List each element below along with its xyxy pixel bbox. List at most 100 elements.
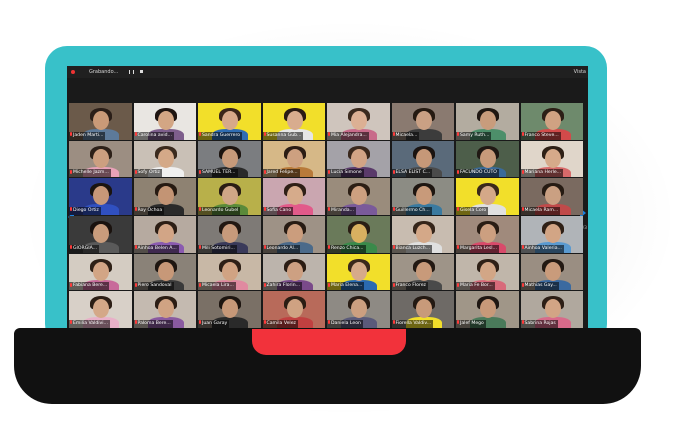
mic-muted-icon	[392, 169, 395, 174]
participant-tile[interactable]: Samy Ruth...	[456, 103, 519, 140]
participant-tile[interactable]: Michelle Jazm...	[69, 140, 132, 178]
stop-icon[interactable]	[140, 70, 143, 73]
participant-name: Emilia Valdivi...	[73, 320, 108, 326]
participant-video	[480, 186, 496, 206]
mic-muted-icon	[263, 207, 266, 212]
participant-tile[interactable]: Mathias Gay...	[520, 253, 583, 291]
participant-name-label: Jaden Marti...	[69, 131, 106, 140]
participant-tile[interactable]: Renzo Chica...	[327, 216, 390, 253]
participant-tile[interactable]: Paloma Bere...	[133, 291, 196, 328]
participant-name: Paloma Bere...	[137, 320, 171, 326]
participant-tile[interactable]: ELSA ELIST C...	[391, 140, 454, 178]
participant-video	[93, 261, 109, 281]
participant-tile[interactable]: Guillermo Ch...	[391, 178, 454, 215]
participant-name-label: Daniela Leon	[327, 319, 363, 328]
participant-name: SAMUEL TER...	[202, 170, 236, 176]
next-page-icon[interactable]	[580, 208, 586, 218]
participant-tile[interactable]: Leonardo Gubel	[198, 178, 261, 215]
participant-tile[interactable]: Miranda...	[327, 178, 390, 215]
participant-name: Jared Felipe...	[266, 170, 298, 176]
participant-name: Camila Velez	[266, 320, 296, 326]
participant-video	[415, 186, 432, 206]
mic-muted-icon	[199, 282, 201, 287]
participant-tile[interactable]: Juan Garay	[198, 291, 261, 328]
participant-tile[interactable]: Daniela Leon	[327, 291, 390, 328]
participant-tile[interactable]: Ainhoa Valeria...	[520, 216, 583, 253]
participant-tile[interactable]: Micaela...	[391, 103, 454, 140]
participant-name-label: Samy Ruth...	[456, 131, 492, 140]
participant-video	[286, 224, 303, 244]
participant-name: Miranda...	[331, 207, 354, 213]
participant-name-label: Leonardo Gubel	[198, 206, 241, 215]
participant-name-label: Maria Fe Bor...	[456, 282, 495, 291]
participant-tile[interactable]: Emilia Valdivi...	[69, 291, 132, 328]
participant-tile[interactable]: Mia Alejandra...	[327, 103, 390, 140]
participant-tile[interactable]: Maria Elena...	[327, 253, 390, 291]
participant-tile[interactable]: Susanna Gub...	[262, 103, 325, 140]
mic-muted-icon	[392, 132, 395, 136]
participant-video	[93, 224, 109, 244]
participant-name: Samy Ruth...	[460, 132, 490, 138]
participant-tile[interactable]: Sandra Guerrero	[198, 103, 261, 140]
participant-name: Juan Garay	[202, 320, 228, 326]
mic-muted-icon	[70, 320, 72, 325]
participant-tile[interactable]: Micaela Ram...	[520, 178, 583, 215]
participant-tile[interactable]: Jalef Mego	[456, 291, 519, 328]
participant-name-label: Micaela Ram...	[520, 206, 561, 215]
participant-name: Micaela Lira...	[202, 283, 234, 289]
participant-tile[interactable]: Ainhoa Belen A...	[133, 216, 196, 253]
participant-tile[interactable]: Sofy Ortiz	[133, 140, 196, 178]
participant-tile[interactable]: Roy Ochoa	[133, 178, 196, 215]
participant-tile[interactable]: SAMUEL TER...	[198, 140, 261, 178]
participant-name: FACUNDO CUTO	[460, 170, 497, 176]
participant-video	[83, 242, 119, 253]
mic-muted-icon	[70, 132, 72, 136]
pause-icon[interactable]	[129, 70, 134, 74]
participant-tile[interactable]: Lucia Simone	[327, 140, 390, 178]
participant-tile[interactable]: Jaden Marti...	[69, 103, 132, 140]
participant-name: Renzo Chica...	[331, 245, 364, 251]
participant-tile[interactable]: Gisela Coro	[456, 178, 519, 215]
participant-video	[544, 261, 561, 281]
mic-muted-icon	[263, 320, 266, 325]
participant-video	[157, 111, 174, 130]
participant-tile[interactable]: Mili Sotomiri...	[198, 216, 261, 253]
participant-tile[interactable]: Jared Felipe...	[262, 140, 325, 178]
participant-tile[interactable]: Franco Florez	[391, 253, 454, 291]
participant-name: Susanna Gub...	[266, 132, 302, 138]
participant-tile[interactable]: Sabrina Rojas	[520, 291, 583, 328]
mic-muted-icon	[457, 132, 459, 136]
mic-muted-icon	[199, 245, 201, 250]
participant-tile[interactable]: Piero Sandoval	[133, 253, 196, 291]
participant-tile[interactable]: Bianca Luzch...	[391, 216, 454, 253]
participant-tile[interactable]: Maria Fe Bor...	[456, 253, 519, 291]
participant-video	[157, 261, 174, 281]
mic-muted-icon	[134, 282, 137, 287]
participant-tile[interactable]: Fabiana Bere...	[69, 253, 132, 291]
video-call-screen: Grabando... Vista 1/3 Jaden Marti... Caro…	[67, 66, 588, 330]
participant-name: Bianca Luzch...	[395, 245, 431, 251]
participant-video	[93, 148, 109, 168]
participant-video	[286, 148, 303, 168]
participant-tile[interactable]: Diego Ortiz	[69, 178, 132, 215]
view-button[interactable]: Vista	[573, 69, 586, 75]
mic-muted-icon	[521, 132, 524, 136]
participant-tile[interactable]: Zahira Florin...	[262, 253, 325, 291]
participant-tile[interactable]: Margarita Lesl...	[456, 216, 519, 253]
participant-tile[interactable]: Leonardo Al...	[262, 216, 325, 253]
participant-tile[interactable]: Franco Steve...	[520, 103, 583, 140]
participant-tile[interactable]: GIORGIA...	[69, 216, 132, 253]
participant-tile[interactable]: FACUNDO CUTO	[456, 140, 519, 178]
participant-tile[interactable]: Mariana Herle...	[520, 140, 583, 178]
mic-muted-icon	[134, 132, 137, 136]
participant-tile[interactable]: Fiorella Valdiv...	[391, 291, 454, 328]
participant-name-label: Mili Sotomiri...	[198, 244, 237, 253]
participant-name: Sabrina Rojas	[524, 320, 556, 326]
participant-video	[415, 299, 432, 319]
participant-tile[interactable]: Camila Velez	[262, 291, 325, 328]
participant-name-label: Carolina avid...	[133, 131, 174, 140]
participant-tile[interactable]: Carolina avid...	[133, 103, 196, 140]
mic-muted-icon	[199, 169, 201, 174]
participant-tile[interactable]: Micaela Lira...	[198, 253, 261, 291]
participant-tile[interactable]: Sofia Cano	[262, 178, 325, 215]
